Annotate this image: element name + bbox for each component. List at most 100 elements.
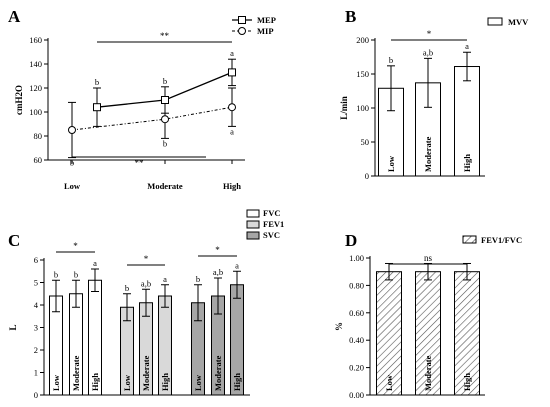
bar-category-label: Low bbox=[193, 374, 203, 391]
bar-category-label: Low bbox=[386, 155, 396, 172]
bar-letter-annotation: b bbox=[74, 269, 78, 279]
y-axis-title: L/min bbox=[339, 96, 349, 120]
y-tick-label: 5 bbox=[34, 278, 38, 288]
mep-letter-annotation: b bbox=[95, 77, 99, 87]
mep-point bbox=[161, 96, 169, 104]
bar-category-label: Moderate bbox=[71, 355, 81, 391]
panel-d-chart: 0.00 0.20 0.40 0.60 0.80 1.00% Low Moderate High… bbox=[334, 235, 522, 400]
y-tick-label: 6 bbox=[34, 255, 38, 265]
legend-mip-marker bbox=[238, 27, 246, 35]
y-tick-label: 0.60 bbox=[349, 308, 364, 318]
legend-svc-swatch bbox=[246, 231, 260, 240]
bar-letter-annotation: b bbox=[389, 55, 393, 65]
bar-category-label: High bbox=[462, 154, 472, 172]
y-axis-title: % bbox=[334, 322, 344, 331]
legend-fvc-swatch bbox=[246, 209, 260, 218]
bar-category-label: Low bbox=[51, 374, 61, 391]
bar-significance-label: ns bbox=[424, 253, 433, 263]
mip-point bbox=[68, 126, 76, 134]
bar-significance-label: * bbox=[215, 245, 220, 255]
y-tick-label: 0.00 bbox=[349, 390, 364, 400]
mip-significance-label: ** bbox=[135, 158, 145, 168]
mep-point bbox=[228, 68, 236, 77]
legend-mvv-swatch bbox=[487, 17, 503, 26]
y-tick-label: 3 bbox=[34, 323, 38, 333]
y-tick-label: 60 bbox=[34, 155, 43, 165]
x-tick-label: High bbox=[223, 181, 241, 191]
bar-category-label: High bbox=[160, 373, 170, 391]
legend-fev1-swatch bbox=[246, 220, 260, 229]
bar-category-label: Low bbox=[384, 374, 394, 391]
bar-category-label: Moderate bbox=[423, 355, 433, 391]
panel-letter-d: D bbox=[345, 231, 357, 250]
mip-point bbox=[228, 103, 236, 112]
y-tick-label: 150 bbox=[356, 69, 369, 79]
y-tick-label: 1 bbox=[34, 368, 38, 378]
mip-point bbox=[161, 115, 169, 124]
x-tick-label: Low bbox=[64, 181, 81, 191]
panel-letter-c: C bbox=[8, 231, 20, 250]
mep-significance-label: ** bbox=[160, 31, 170, 41]
y-tick-label: 100 bbox=[29, 107, 42, 117]
y-tick-label: 80 bbox=[34, 131, 43, 141]
bar-significance-label: * bbox=[427, 29, 432, 39]
y-tick-label: 140 bbox=[29, 59, 42, 69]
bar-letter-annotation: b bbox=[196, 274, 200, 284]
mip-letter-annotation: b bbox=[70, 158, 74, 168]
panel-letter-b: B bbox=[345, 7, 356, 26]
mep-point bbox=[93, 103, 101, 112]
bar-2 bbox=[454, 66, 480, 177]
panel-b-chart: 0 50 100 150 200 L/min Low b Moderate a,b High a * MV… bbox=[339, 17, 529, 181]
legend-mep-marker bbox=[238, 16, 246, 24]
y-axis-title: cmH2O bbox=[14, 85, 24, 115]
bar-letter-annotation: a,b bbox=[141, 278, 151, 288]
bar-letter-annotation: a,b bbox=[213, 267, 223, 277]
y-tick-label: 200 bbox=[356, 35, 369, 45]
bar-category-label: High bbox=[232, 373, 242, 391]
y-tick-label: 1.00 bbox=[349, 253, 364, 263]
panel-c-chart: 0 1 2 3 4 5 6 L Low b Moderate b High a * Low b Moderate a… bbox=[8, 208, 284, 400]
bar-1 bbox=[415, 271, 441, 396]
legend-mvv-label: MVV bbox=[508, 17, 529, 27]
y-tick-label: 0.20 bbox=[349, 363, 364, 373]
legend-fev1-fvc-label: FEV1/FVC bbox=[481, 235, 522, 245]
legend-fev1-label: FEV1 bbox=[263, 219, 284, 229]
y-tick-label: 4 bbox=[34, 300, 39, 310]
legend-fev1-fvc-swatch bbox=[462, 235, 477, 244]
mip-letter-annotation: a bbox=[230, 126, 234, 136]
legend-mip-label: MIP bbox=[257, 26, 274, 36]
panel-letter-a: A bbox=[8, 7, 21, 26]
bar-category-label: Moderate bbox=[423, 136, 433, 172]
y-tick-label: 0 bbox=[365, 171, 369, 181]
legend-mep-label: MEP bbox=[257, 15, 276, 25]
y-tick-label: 0.40 bbox=[349, 335, 364, 345]
panel-d-legend: FEV1/FVC bbox=[462, 235, 522, 245]
bar-letter-annotation: a bbox=[93, 258, 97, 268]
y-tick-label: 120 bbox=[29, 83, 42, 93]
bar-category-label: Low bbox=[122, 374, 132, 391]
bar-letter-annotation: a bbox=[163, 274, 167, 284]
y-tick-label: 2 bbox=[34, 345, 38, 355]
y-tick-label: 100 bbox=[356, 103, 369, 113]
bar-significance-label: * bbox=[73, 241, 78, 251]
mep-letter-annotation: b bbox=[163, 76, 167, 86]
bar-category-label: Moderate bbox=[213, 355, 223, 391]
bar-letter-annotation: b bbox=[125, 283, 129, 293]
panel-b-legend: MVV bbox=[487, 17, 529, 27]
mep-letter-annotation: a bbox=[230, 48, 234, 58]
bar-letter-annotation: a bbox=[235, 260, 239, 270]
bar-category-label: High bbox=[90, 373, 100, 391]
bar-category-label: Moderate bbox=[141, 355, 151, 391]
y-tick-label: 160 bbox=[29, 35, 42, 45]
bar-letter-annotation: b bbox=[54, 269, 58, 279]
y-tick-label: 0.80 bbox=[349, 280, 364, 290]
y-tick-label: 0 bbox=[34, 390, 38, 400]
bar-category-label: High bbox=[462, 373, 472, 391]
panel-a-chart: 60 80 100 120 140 160 Low Moderate High cmH2O b b a b… bbox=[14, 15, 276, 191]
bar-letter-annotation: a bbox=[465, 41, 469, 51]
bar-significance-label: * bbox=[144, 254, 149, 264]
x-tick-label: Moderate bbox=[147, 181, 183, 191]
bar-letter-annotation: a,b bbox=[423, 47, 433, 57]
